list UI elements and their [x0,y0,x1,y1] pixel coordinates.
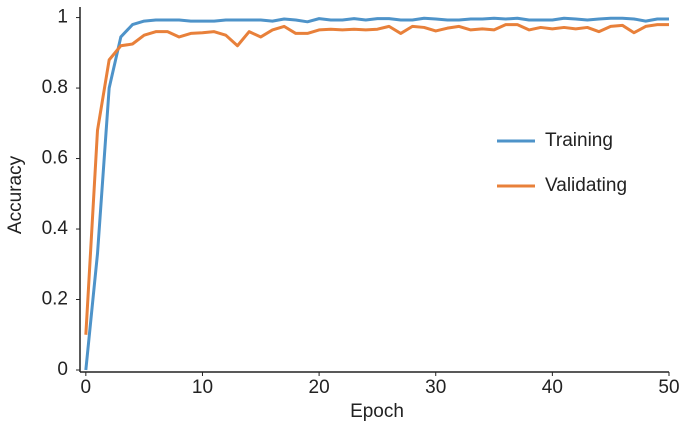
x-tick-label: 50 [658,377,679,398]
legend-label: Validating [545,175,627,196]
series-line [84,23,669,335]
y-tick-label: 0 [57,359,68,380]
x-axis-label: Epoch [350,401,404,422]
y-tick-label: 0.2 [42,289,68,310]
y-axis-label: Accuracy [5,155,26,234]
series-line [84,16,669,371]
y-tick-label: 0.8 [42,77,68,98]
legend-label: Training [545,130,613,151]
x-tick-label: 10 [192,377,213,398]
y-tick-label: 0.4 [42,218,69,239]
x-tick-label: 30 [425,377,446,398]
x-tick-label: 0 [81,377,92,398]
y-tick-label: 0.6 [42,148,68,169]
x-tick-label: 20 [309,377,330,398]
y-tick-label: 1 [57,7,68,28]
x-tick-label: 40 [542,377,563,398]
